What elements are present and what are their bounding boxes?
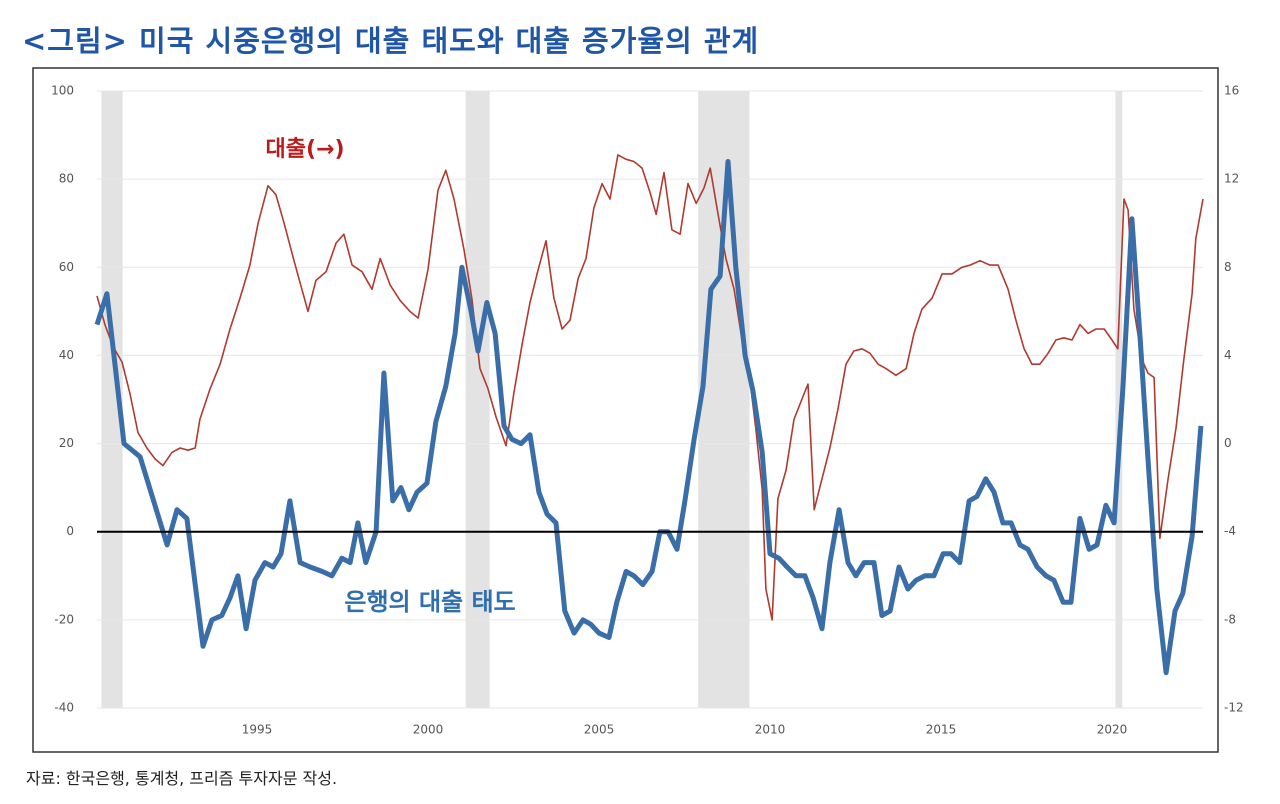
recession-band [465, 91, 490, 708]
y-tick-label: 80 [59, 172, 74, 186]
series-line [96, 154, 1204, 621]
y2-tick-label: 8 [1224, 260, 1232, 274]
title: <그림> 미국 시중은행의 대출 태도와 대출 증가율의 관계 [22, 24, 760, 58]
recession-band [1115, 91, 1123, 708]
y-tick-label: 20 [59, 436, 74, 450]
x-tick-label: 2005 [584, 723, 615, 737]
y2-tick-label: 4 [1224, 348, 1232, 362]
y-tick-label: -40 [54, 701, 74, 715]
y-tick-label: 100 [51, 84, 74, 98]
x-tick-label: 2000 [413, 723, 444, 737]
annotation: 대출(→) [265, 137, 344, 162]
y-tick-label: 60 [59, 260, 74, 274]
source: 자료: 한국은행, 통계청, 프리즘 투자자문 작성. [26, 769, 338, 788]
y2-tick-label: 12 [1224, 172, 1239, 186]
x-tick-label: 2015 [926, 723, 957, 737]
recession-band [101, 91, 123, 708]
y2-tick-label: -12 [1224, 701, 1244, 715]
chart-frame [32, 67, 1219, 753]
y-tick-label: 40 [59, 348, 74, 362]
y2-tick-label: -8 [1224, 612, 1236, 626]
x-tick-label: 2020 [1097, 723, 1128, 737]
y2-tick-label: -4 [1224, 524, 1236, 538]
y-tick-label: -20 [54, 612, 74, 626]
series-line [94, 159, 1204, 676]
y-tick-label: 0 [66, 524, 74, 538]
y2-tick-label: 16 [1224, 84, 1239, 98]
x-tick-label: 1995 [242, 723, 273, 737]
annotation: 은행의 대출 태도 [344, 588, 515, 616]
x-tick-label: 2010 [755, 723, 786, 737]
y2-tick-label: 0 [1224, 436, 1232, 450]
